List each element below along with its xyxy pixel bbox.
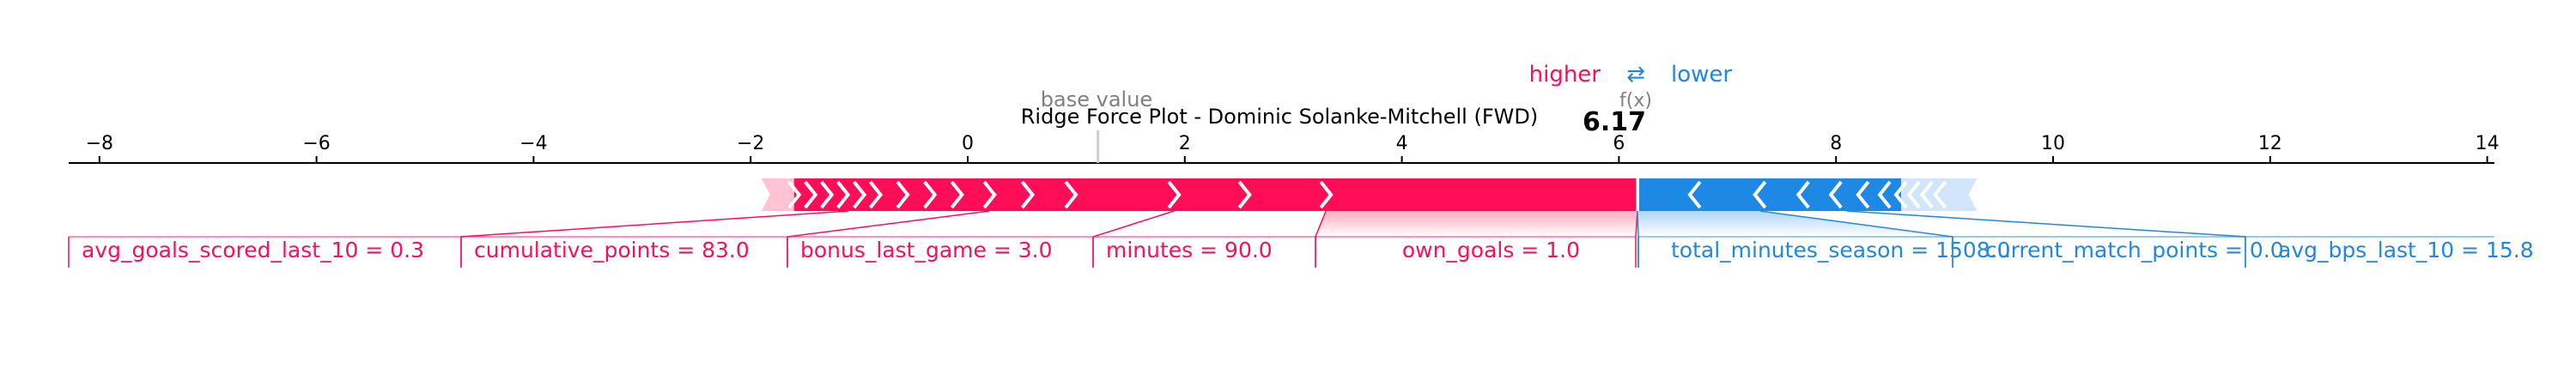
legend-arrow-icon: ⇄ [1626,62,1645,87]
fx-value: 6.17 [1583,107,1646,137]
negative-chevron [1856,180,1870,209]
positive-chevron [820,180,835,209]
negative-bar [1638,178,1902,211]
feature-label: avg_goals_scored_last_10 = 0.3 [82,238,424,262]
feature-label: bonus_last_game = 3.0 [800,238,1053,262]
legend-lower: lower [1671,62,1732,87]
negative-chevron [1919,180,1934,209]
x-tick-label: −8 [86,133,113,154]
chart-title: Ridge Force Plot - Dominic Solanke-Mitch… [1021,105,1538,129]
negative-chevron [1795,180,1810,209]
fx-label: f(x) [1619,90,1652,112]
feature-label: own_goals = 1.0 [1402,238,1580,262]
positive-chevron [787,180,802,209]
negative-chevron [1877,180,1892,209]
positive-chevron [982,180,997,209]
x-tick-label: 8 [1830,133,1842,154]
positive-chevron [896,180,910,209]
negative-chevron [1906,180,1921,209]
negative-small-features [1901,178,1978,211]
negative-chevron [1893,180,1908,209]
positive-bar [793,178,1637,211]
x-tick-label: 12 [2258,133,2282,154]
x-tick-label: 6 [1613,133,1625,154]
positive-chevron [1167,180,1182,209]
base-value-label: base value [1041,87,1152,112]
positive-small-features [761,178,794,211]
feature-label: total_minutes_season = 1508.0 [1671,238,2011,262]
x-tick-label: 0 [962,133,974,154]
positive-chevron [868,180,884,209]
positive-chevron [1020,180,1036,209]
x-tick-label: 4 [1396,133,1408,154]
negative-chevron [1753,180,1767,209]
positive-chevron [1319,180,1334,209]
feature-label: cumulative_points = 83.0 [474,238,750,262]
x-tick-label: −6 [302,133,330,154]
feature-fade [1315,211,1637,237]
negative-chevron [1687,180,1702,209]
negative-chevron [1932,180,1947,209]
positive-chevron [853,180,867,209]
x-axis: −8 −6 −4 −2 0 2 4 6 8 10 12 14 [69,130,2500,164]
feature-fade [1637,211,1953,237]
feature-label-lines [68,210,2494,268]
feature-label: current_match_points = 0.0 [1985,238,2284,262]
positive-chevron [1064,180,1078,209]
positive-chevron [804,180,818,209]
legend-higher: higher [1529,62,1601,87]
force-bars [761,178,1978,211]
positive-chevron [1237,180,1252,209]
x-tick-label: 14 [2476,133,2500,154]
positive-chevron [923,180,938,209]
negative-chevron [1828,180,1843,209]
positive-chevron [950,180,964,209]
x-tick-label: −2 [737,133,764,154]
positive-chevron [836,180,851,209]
feature-label: minutes = 90.0 [1106,238,1273,262]
x-tick-label: −4 [519,133,547,154]
x-tick-label: 10 [2041,133,2065,154]
feature-labels: avg_goals_scored_last_10 = 0.3 cumulative… [82,238,2534,262]
x-tick-label: 2 [1179,133,1191,154]
feature-label: avg_bps_last_10 = 15.8 [2278,238,2534,262]
